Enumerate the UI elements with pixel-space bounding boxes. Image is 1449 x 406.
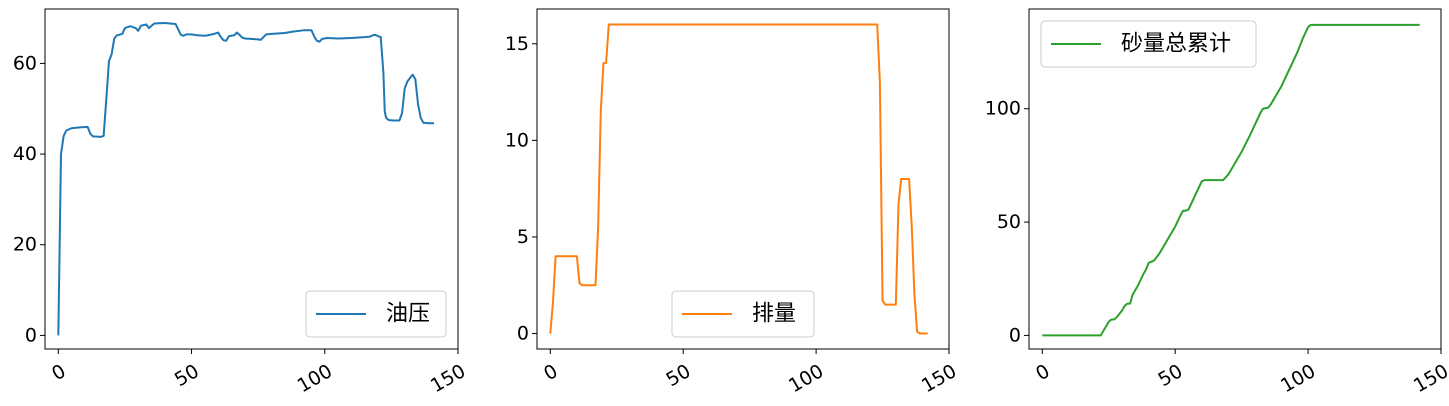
plot-frame (1028, 8, 1442, 350)
y-tick-label: 0 (1009, 324, 1021, 346)
legend-label: 排量 (752, 302, 796, 327)
x-tick-label: 100 (1277, 360, 1319, 397)
x-tick-label: 100 (785, 360, 827, 397)
x-tick-label: 50 (171, 360, 203, 391)
legend: 砂量总累计 (1040, 20, 1257, 68)
legend-box (1040, 20, 1257, 68)
x-tick-label: 100 (294, 360, 336, 397)
legend: 排量 (671, 290, 815, 338)
x-tick-label: 50 (1155, 360, 1187, 391)
legend-box (671, 290, 815, 338)
x-tick-label: 150 (918, 360, 960, 397)
y-tick-label: 0 (517, 323, 529, 345)
x-tick-label: 150 (1410, 360, 1449, 397)
y-tick-label: 100 (985, 98, 1021, 120)
x-tick-label: 0 (48, 360, 69, 385)
y-tick-label: 15 (505, 33, 529, 55)
x-tick-label: 150 (427, 360, 469, 397)
y-tick-label: 5 (517, 226, 529, 248)
legend: 油压 (305, 290, 447, 338)
plot-frame (536, 8, 950, 350)
series-line-1-1 (57, 22, 435, 336)
x-tick-label: 0 (540, 360, 561, 385)
legend-label: 油压 (386, 302, 430, 327)
legend-box (305, 290, 447, 338)
y-tick-label: 10 (505, 129, 529, 151)
legend-label: 砂量总累计 (1121, 32, 1231, 57)
x-tick-label: 50 (663, 360, 695, 391)
x-tick-label: 0 (1032, 360, 1053, 385)
chart-panel-2: 0 50 100 150 0 5 10 15 排量 (505, 8, 960, 397)
y-tick-label: 20 (13, 234, 37, 256)
series-line-2-1 (549, 23, 928, 335)
chart-panel-1: 0 50 100 150 0 20 40 60 油压 (13, 8, 469, 397)
chart-panel-3: 0 50 100 150 0 50 100 砂量总累计 (985, 8, 1449, 397)
series-line-3-1 (1042, 23, 1420, 337)
plot-frame (44, 8, 459, 350)
y-tick-label: 0 (25, 324, 37, 346)
y-tick-label: 40 (13, 143, 37, 165)
y-tick-label: 50 (997, 211, 1021, 233)
y-tick-label: 60 (13, 52, 37, 74)
